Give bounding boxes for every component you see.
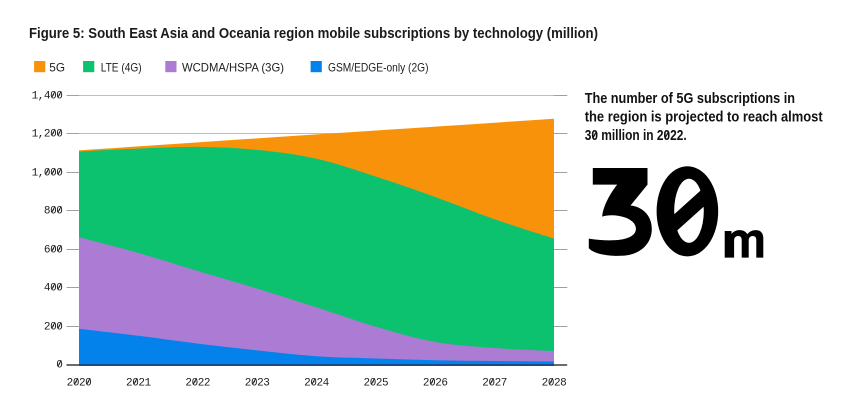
svg-text:2028: 2028	[542, 377, 567, 389]
svg-text:The number of 5G subscriptions: The number of 5G subscriptions in	[585, 91, 795, 107]
svg-text:800: 800	[44, 206, 62, 218]
svg-text:2023: 2023	[245, 377, 270, 389]
svg-text:1,200: 1,200	[32, 129, 63, 141]
svg-text:2022: 2022	[185, 377, 210, 389]
svg-text:1,000: 1,000	[32, 168, 63, 180]
svg-text:2025: 2025	[364, 377, 389, 389]
svg-text:2024: 2024	[304, 377, 329, 389]
svg-text:the region is projected to rea: the region is projected to reach almost	[585, 109, 823, 125]
svg-text:200: 200	[44, 322, 62, 334]
svg-text:1,400: 1,400	[32, 91, 63, 103]
svg-text:2020: 2020	[67, 377, 92, 389]
svg-text:5G: 5G	[49, 61, 65, 74]
svg-text:0: 0	[56, 360, 62, 372]
svg-text:600: 600	[44, 245, 62, 257]
svg-text:2027: 2027	[482, 377, 507, 389]
svg-text:400: 400	[44, 283, 62, 295]
svg-text:Figure 5: South East Asia and: Figure 5: South East Asia and Oceania re…	[29, 26, 598, 42]
svg-text:LTE (4G): LTE (4G)	[101, 61, 142, 74]
svg-text:WCDMA/HSPA (3G): WCDMA/HSPA (3G)	[182, 61, 284, 74]
svg-text:2021: 2021	[126, 377, 151, 389]
svg-text:GSM/EDGE-only (2G): GSM/EDGE-only (2G)	[328, 61, 429, 74]
svg-text:2026: 2026	[423, 377, 448, 389]
svg-text:30 million in 2022.: 30 million in 2022.	[585, 128, 687, 144]
